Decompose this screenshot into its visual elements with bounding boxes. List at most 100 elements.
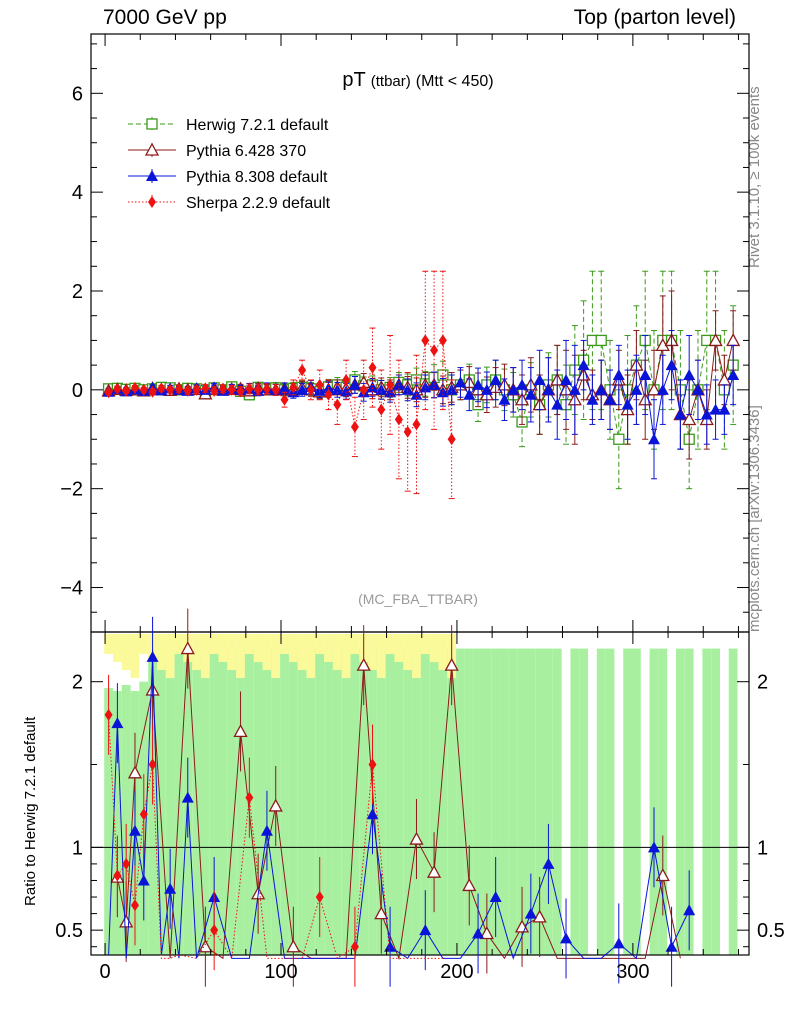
legend: Herwig 7.2.1 default Pythia 6.428 370 Pyth… xyxy=(128,117,331,212)
data-point-pythia8 xyxy=(674,408,687,420)
ratio-uncertainty-bands xyxy=(104,634,738,955)
data-point-sherpa xyxy=(289,381,298,394)
data-point-pythia8 xyxy=(392,378,405,390)
ratio-point-pythia8 xyxy=(524,907,537,919)
ratio-point-pythia6 xyxy=(356,657,371,671)
data-point-sherpa xyxy=(412,418,421,431)
ratio-band-green xyxy=(209,648,219,955)
data-point-pythia8 xyxy=(375,383,388,395)
ratio-band-green xyxy=(675,648,685,955)
ratio-point-pythia8 xyxy=(542,857,555,869)
data-point-pythia8 xyxy=(489,373,502,385)
data-point-sherpa xyxy=(254,383,263,396)
data-point-sherpa xyxy=(350,420,359,433)
ratio-band-green xyxy=(632,648,641,955)
ratio-band-yellow xyxy=(288,634,298,662)
ratio-band-yellow xyxy=(139,634,149,654)
ratio-point-pythia8 xyxy=(366,808,379,820)
data-point-sherpa xyxy=(368,361,377,374)
data-point-pythia8 xyxy=(560,373,573,385)
data-point-pythia8 xyxy=(630,383,643,395)
ratio-band-green xyxy=(403,648,413,955)
data-point-sherpa xyxy=(430,344,439,357)
ratio-band-green xyxy=(456,648,465,955)
ratio-band-yellow xyxy=(121,634,131,670)
data-point-sherpa xyxy=(359,383,368,396)
main-y-tick-label: −2 xyxy=(60,479,83,501)
ratio-point-sherpa xyxy=(139,808,148,821)
data-point-pythia8 xyxy=(639,369,652,381)
ratio-band-green xyxy=(359,648,369,955)
ratio-band-green xyxy=(429,648,439,955)
ratio-band-green xyxy=(596,648,606,955)
legend-label-pythia6: Pythia 6.428 370 xyxy=(186,143,306,160)
ratio-y-tick-label: 2 xyxy=(72,672,83,694)
data-point-sherpa xyxy=(104,386,113,399)
ratio-band-green xyxy=(200,648,210,955)
ratio-band-green xyxy=(570,648,580,955)
data-point-sherpa xyxy=(403,425,412,438)
data-point-pythia8 xyxy=(366,381,379,393)
data-point-sherpa xyxy=(192,383,201,396)
data-point-pythia8 xyxy=(445,383,458,395)
data-point-sherpa xyxy=(122,384,131,397)
ratio-band-green xyxy=(148,656,157,955)
data-point-sherpa xyxy=(447,433,456,446)
ratio-band-green xyxy=(156,666,166,955)
x-tick-label: 300 xyxy=(616,961,649,983)
data-point-sherpa xyxy=(421,334,430,347)
ratio-point-pythia6 xyxy=(127,765,143,779)
ratio-band-green xyxy=(535,648,545,955)
ratio-point-pythia6 xyxy=(532,909,547,923)
ratio-band-yellow xyxy=(112,634,122,662)
ratio-band-green xyxy=(315,648,325,955)
data-point-sherpa xyxy=(271,383,280,396)
ratio-band-green xyxy=(350,648,360,955)
data-point-pythia8 xyxy=(621,398,634,410)
ratio-band-yellow xyxy=(209,634,219,654)
ratio-point-pythia8 xyxy=(137,874,150,886)
x-tick-label: 0 xyxy=(100,961,111,983)
ratio-band-green xyxy=(579,648,589,955)
ratio-band-green xyxy=(104,688,113,955)
ratio-point-pythia8 xyxy=(181,791,194,803)
ratio-band-green xyxy=(517,648,527,955)
chart-title-main: pT xyxy=(342,69,365,91)
ratio-point-pythia8 xyxy=(560,932,573,944)
data-point-pythia8 xyxy=(691,383,704,395)
data-point-sherpa xyxy=(315,378,324,391)
ratio-point-pythia6 xyxy=(268,798,283,812)
x-tick-label: 200 xyxy=(440,961,473,983)
data-point-sherpa xyxy=(438,334,447,347)
main-y-tick-label: 2 xyxy=(72,281,83,303)
data-point-pythia8 xyxy=(542,383,555,395)
ratio-point-pythia8 xyxy=(419,924,432,936)
data-point-pythia8 xyxy=(647,433,660,445)
ratio-point-pythia8 xyxy=(612,937,625,949)
data-point-herwig xyxy=(595,334,607,347)
data-point-sherpa xyxy=(148,385,157,398)
data-point-pythia8 xyxy=(472,378,485,390)
ratio-band-yellow xyxy=(412,634,421,678)
chart-title-sub: (ttbar) xyxy=(371,73,411,90)
ratio-point-pythia8 xyxy=(665,940,678,952)
legend-label-pythia8: Pythia 8.308 default xyxy=(186,169,328,186)
data-point-pythia8 xyxy=(498,393,511,405)
data-point-pythia8 xyxy=(718,403,731,415)
ratio-panel-series xyxy=(104,608,696,987)
header-left-label: 7000 GeV pp xyxy=(103,6,227,29)
ratio-band-yellow xyxy=(271,634,281,678)
data-point-sherpa xyxy=(201,382,210,395)
main-y-tick-label: 4 xyxy=(72,182,83,204)
data-point-sherpa xyxy=(298,364,307,377)
data-point-pythia8 xyxy=(463,388,476,400)
ratio-band-green xyxy=(420,648,430,955)
ratio-band-yellow xyxy=(174,634,184,654)
ratio-band-yellow xyxy=(403,634,413,670)
ratio-band-yellow xyxy=(306,634,316,678)
ratio-band-green xyxy=(658,648,668,955)
data-point-pythia8 xyxy=(727,369,740,381)
data-point-sherpa xyxy=(166,383,175,396)
data-point-sherpa xyxy=(227,383,236,396)
ratio-band-green xyxy=(297,648,307,955)
